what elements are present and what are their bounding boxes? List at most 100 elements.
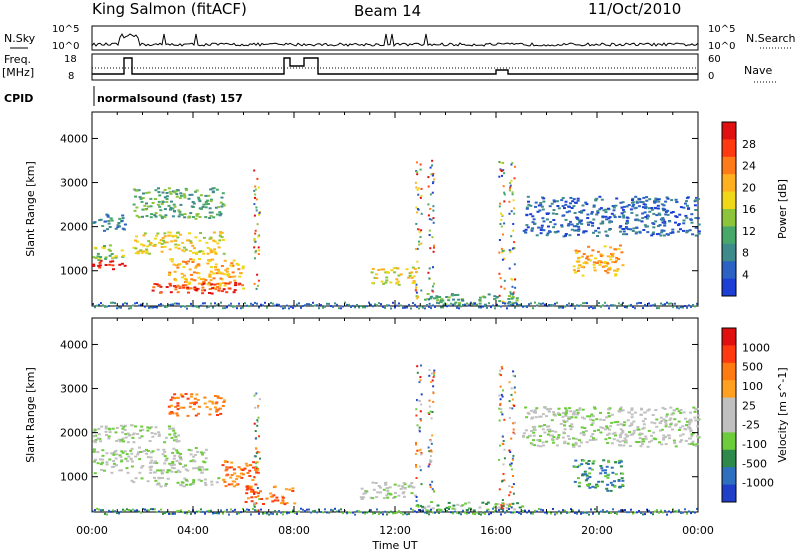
data-cell bbox=[200, 466, 204, 469]
data-cell bbox=[453, 508, 457, 510]
data-cell bbox=[574, 459, 578, 462]
data-cell bbox=[622, 233, 625, 236]
colorbar-segment bbox=[722, 174, 736, 193]
data-cell bbox=[207, 194, 211, 197]
data-cell bbox=[284, 488, 288, 491]
data-cell bbox=[151, 202, 155, 204]
data-cell bbox=[120, 450, 124, 453]
data-cell bbox=[619, 460, 623, 463]
data-cell bbox=[568, 407, 572, 410]
data-cell bbox=[154, 426, 158, 429]
data-cell bbox=[182, 266, 186, 269]
data-cell bbox=[588, 415, 592, 418]
data-cell bbox=[171, 427, 175, 430]
data-cell bbox=[388, 304, 390, 307]
data-cell bbox=[256, 177, 259, 180]
data-cell bbox=[417, 193, 420, 196]
data-cell bbox=[508, 400, 511, 403]
data-cell bbox=[192, 251, 195, 254]
data-cell bbox=[172, 397, 176, 400]
data-cell bbox=[175, 396, 179, 399]
colorbar-segment bbox=[722, 139, 736, 158]
data-cell bbox=[189, 395, 193, 398]
data-cell bbox=[582, 230, 586, 233]
data-cell bbox=[448, 304, 450, 307]
data-cell bbox=[138, 471, 142, 474]
data-cell bbox=[405, 268, 409, 271]
data-cell bbox=[545, 440, 549, 443]
data-cell bbox=[528, 509, 530, 512]
data-cell bbox=[697, 232, 701, 235]
data-cell bbox=[216, 395, 220, 398]
data-cell bbox=[185, 483, 189, 486]
data-cell bbox=[155, 283, 159, 286]
data-cell bbox=[676, 230, 680, 233]
data-cell bbox=[541, 428, 545, 431]
data-cell bbox=[420, 187, 423, 190]
data-cell bbox=[564, 233, 568, 235]
data-cell bbox=[513, 404, 516, 407]
data-cell bbox=[496, 303, 498, 306]
data-cell bbox=[581, 255, 584, 258]
data-cell bbox=[217, 289, 221, 292]
data-cell bbox=[197, 412, 200, 415]
data-cell bbox=[512, 303, 514, 306]
data-cell bbox=[170, 258, 174, 261]
data-cell bbox=[214, 266, 217, 268]
data-cell bbox=[659, 234, 663, 237]
data-cell bbox=[174, 471, 178, 474]
data-cell bbox=[394, 491, 397, 494]
data-cell bbox=[511, 193, 514, 196]
data-cell bbox=[611, 442, 614, 445]
data-cell bbox=[628, 511, 630, 514]
data-cell bbox=[194, 305, 196, 308]
data-cell bbox=[227, 282, 231, 285]
data-cell bbox=[596, 235, 599, 237]
y-tick-label: 4000 bbox=[60, 132, 88, 145]
data-cell bbox=[140, 425, 144, 428]
data-cell bbox=[107, 435, 111, 438]
data-cell bbox=[606, 235, 610, 238]
data-cell bbox=[438, 512, 440, 514]
data-cell bbox=[591, 439, 595, 441]
data-cell bbox=[693, 416, 697, 419]
data-cell bbox=[163, 208, 167, 211]
data-cell bbox=[254, 301, 256, 304]
data-cell bbox=[195, 251, 199, 254]
data-cell bbox=[216, 396, 220, 399]
data-cell bbox=[408, 484, 412, 487]
data-cell bbox=[438, 296, 442, 298]
data-cell bbox=[254, 251, 257, 254]
data-cell bbox=[676, 224, 680, 227]
data-cell bbox=[510, 393, 513, 396]
data-cell bbox=[262, 503, 265, 505]
data-cell bbox=[568, 205, 571, 208]
data-cell bbox=[476, 511, 478, 514]
data-cell bbox=[603, 265, 607, 268]
data-cell bbox=[362, 492, 366, 495]
data-cell bbox=[115, 453, 119, 456]
data-cell bbox=[512, 199, 515, 202]
data-cell bbox=[417, 208, 420, 211]
data-cell bbox=[642, 307, 644, 310]
data-cell bbox=[538, 209, 542, 212]
data-cell bbox=[591, 485, 595, 488]
data-cell bbox=[168, 190, 172, 193]
data-cell bbox=[653, 422, 657, 425]
data-cell bbox=[629, 228, 633, 231]
data-cell bbox=[160, 246, 164, 248]
data-cell bbox=[156, 232, 160, 235]
data-cell bbox=[98, 458, 102, 461]
data-cell bbox=[228, 281, 232, 284]
data-cell bbox=[181, 395, 185, 398]
data-cell bbox=[118, 263, 122, 266]
data-cell bbox=[204, 279, 208, 282]
data-cell bbox=[682, 229, 685, 232]
data-cell bbox=[417, 267, 420, 269]
data-cell bbox=[498, 300, 502, 303]
data-cell bbox=[600, 510, 602, 513]
data-cell bbox=[209, 215, 213, 217]
data-cell bbox=[254, 229, 257, 232]
data-cell bbox=[508, 449, 511, 452]
